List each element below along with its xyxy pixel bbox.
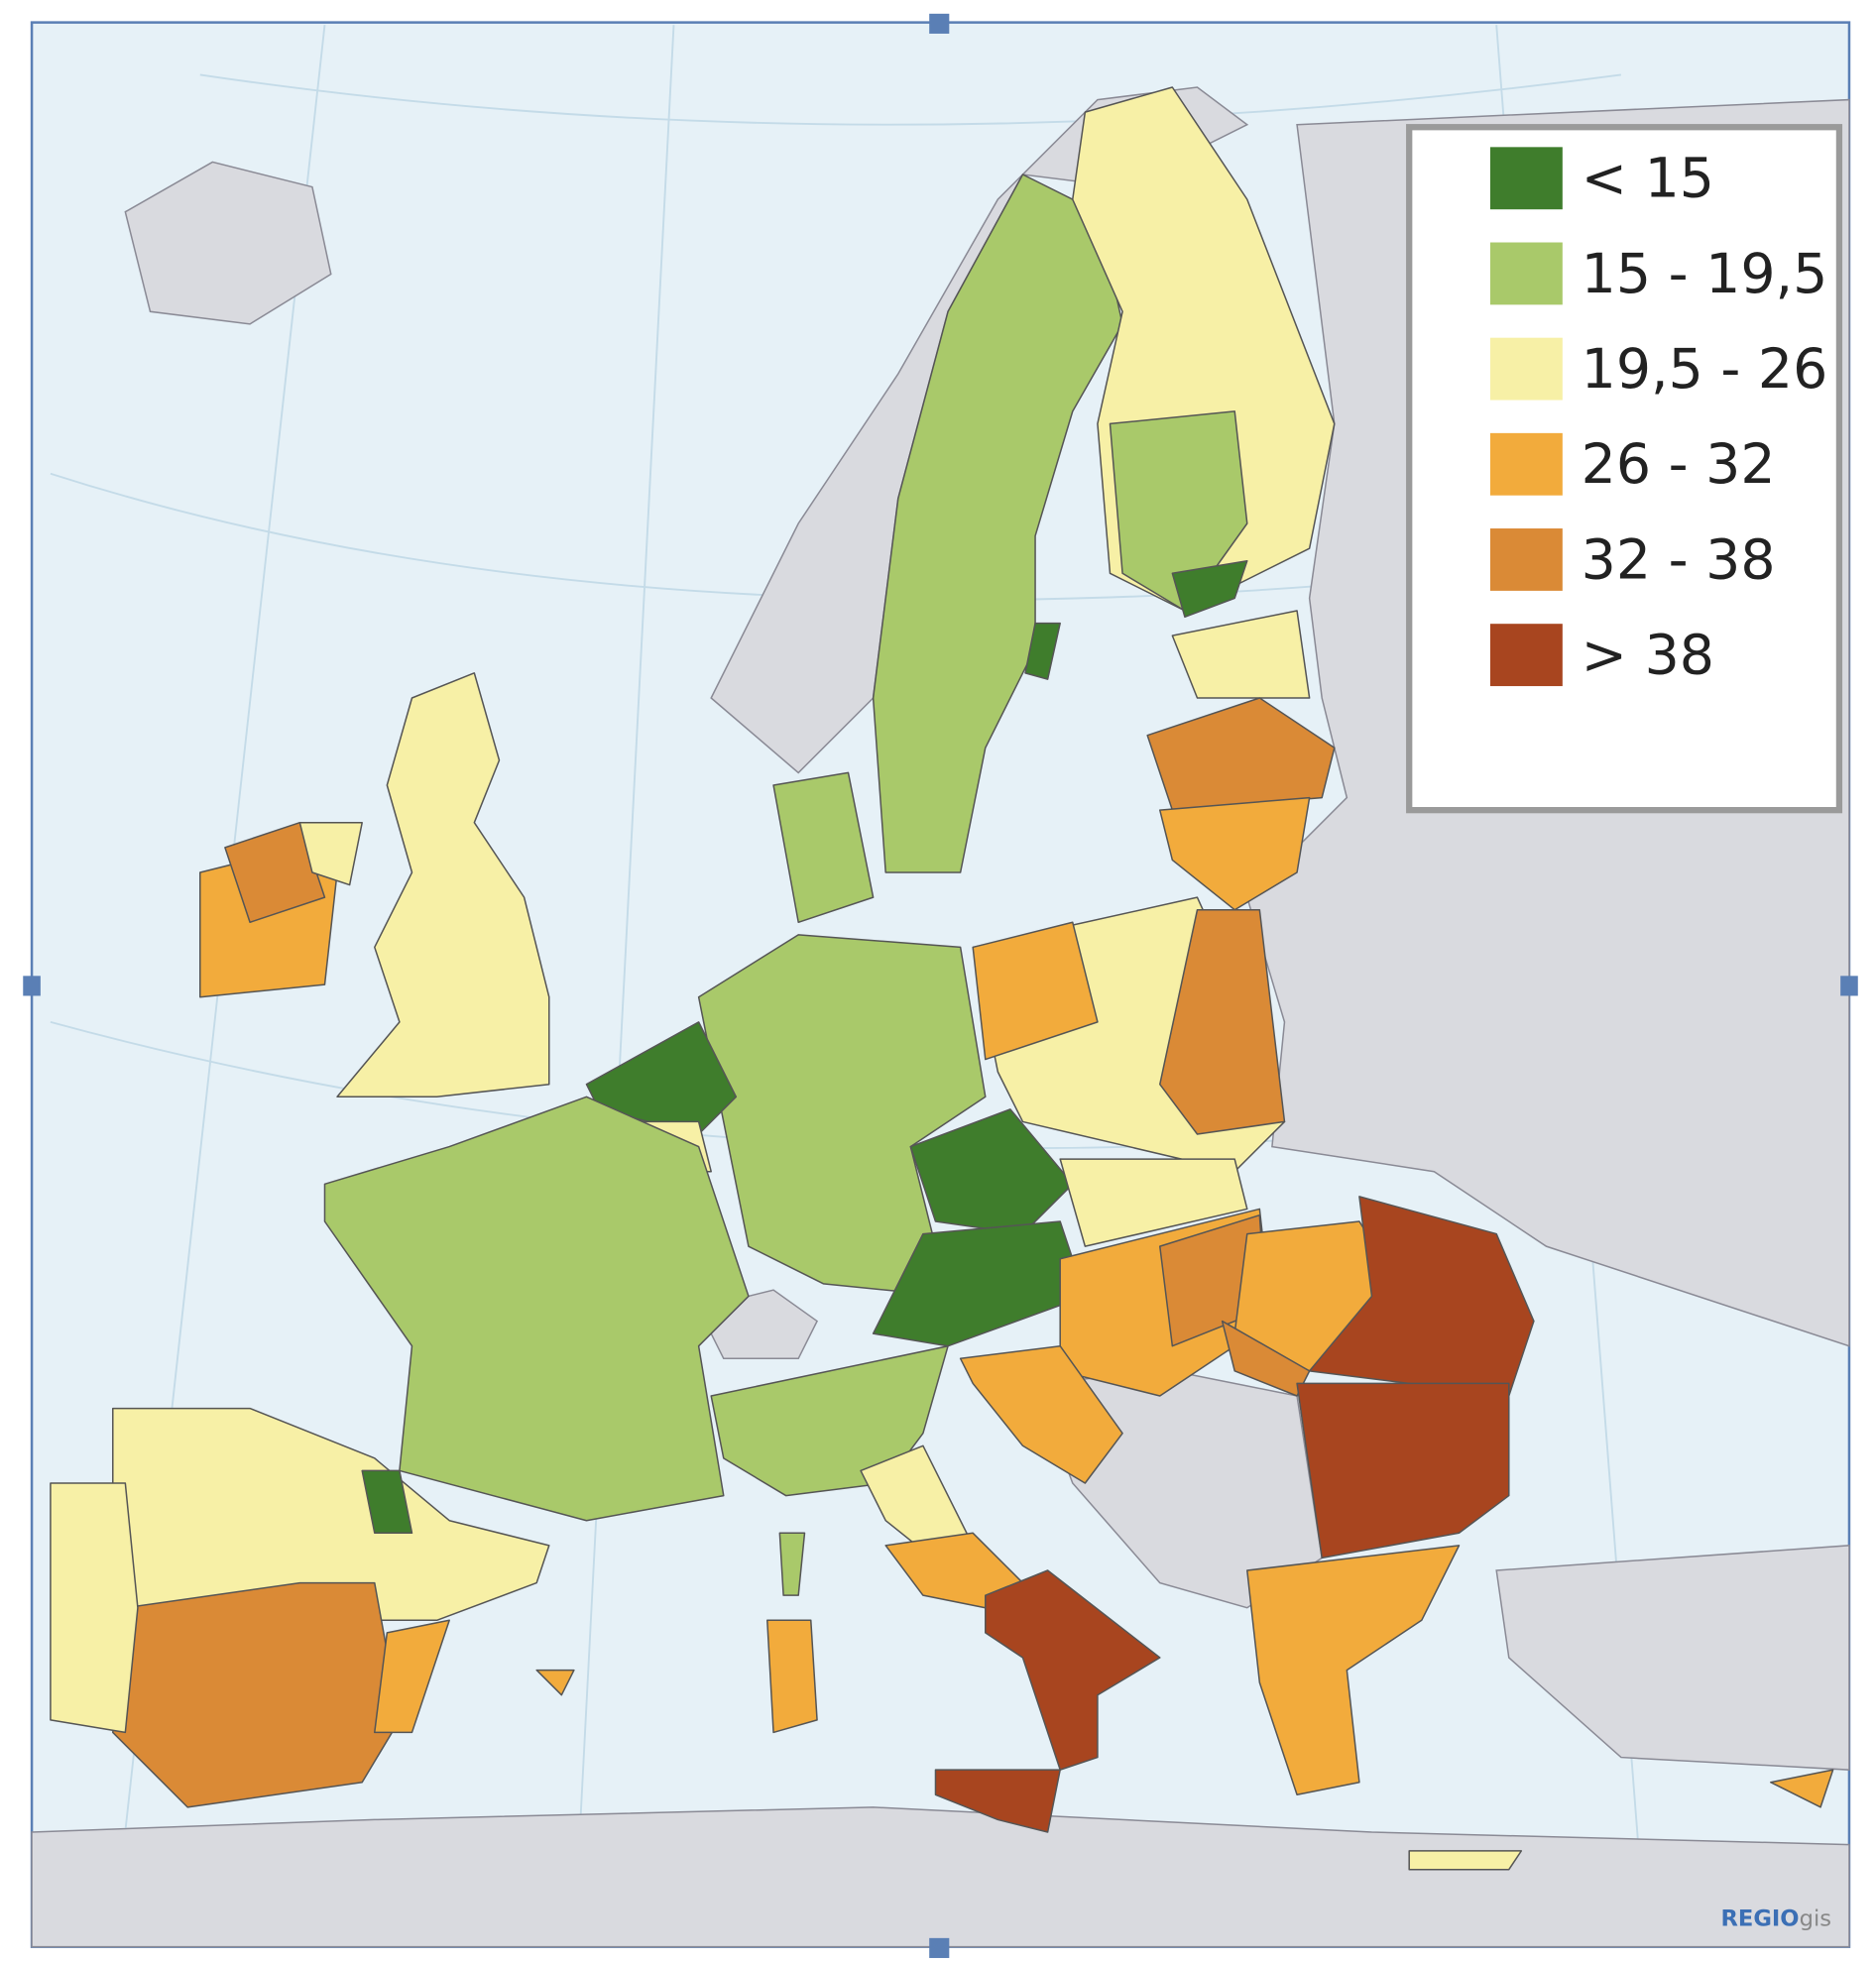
legend-swatch	[1489, 242, 1563, 305]
region	[1171, 610, 1311, 699]
region	[1159, 908, 1286, 1135]
region	[1408, 1850, 1523, 1871]
selection-handles	[23, 13, 1858, 1958]
legend-label: 26 - 32	[1582, 433, 1776, 497]
iceland	[124, 161, 332, 325]
legend-label: 32 - 38	[1582, 528, 1776, 592]
legend-label: > 38	[1582, 624, 1714, 687]
region	[1171, 559, 1248, 619]
region	[1246, 1545, 1461, 1796]
region	[224, 821, 326, 924]
region	[298, 821, 363, 886]
legend: < 15 15 - 19,5 19,5 - 26 26 - 32 32 - 38 > 38	[1406, 124, 1843, 814]
region	[959, 1344, 1123, 1484]
region	[934, 1769, 1061, 1833]
region	[1024, 622, 1061, 680]
handle	[23, 976, 41, 996]
graticule-line	[199, 73, 1622, 126]
region	[1770, 1769, 1834, 1808]
region	[772, 771, 875, 924]
region	[374, 1619, 450, 1734]
handle	[929, 1937, 950, 1958]
legend-swatch	[1489, 624, 1563, 687]
legend-box	[1406, 124, 1843, 814]
regions	[50, 86, 1834, 1871]
region	[985, 1569, 1161, 1771]
region	[778, 1532, 806, 1596]
region	[1159, 796, 1311, 911]
region	[1059, 1158, 1248, 1247]
region	[909, 1108, 1074, 1235]
region	[361, 1469, 413, 1535]
handle	[929, 13, 950, 34]
region	[872, 1220, 1087, 1347]
legend-label: 19,5 - 26	[1582, 338, 1828, 402]
region	[1221, 1320, 1311, 1397]
graticule-line	[572, 25, 675, 1945]
north-africa	[31, 1806, 1850, 1948]
legend-swatch	[1489, 432, 1563, 496]
region	[535, 1669, 575, 1696]
region	[697, 934, 987, 1298]
legend-swatch	[1489, 147, 1563, 210]
credit-suffix: gis	[1800, 1905, 1831, 1931]
region	[336, 672, 550, 1098]
legend-swatch	[1489, 337, 1563, 401]
handle	[1840, 976, 1858, 996]
region	[50, 1482, 139, 1734]
region	[112, 1581, 401, 1808]
region	[323, 1096, 750, 1522]
credit-brand: REGIO	[1720, 1905, 1799, 1931]
legend-label: 15 - 19,5	[1582, 243, 1828, 306]
legend-label: < 15	[1582, 148, 1714, 211]
legend-items: < 15 15 - 19,5 19,5 - 26 26 - 32 32 - 38 > 38	[1489, 147, 1828, 687]
region	[766, 1619, 818, 1734]
turkey	[1495, 1545, 1850, 1771]
region	[972, 921, 1099, 1061]
region	[1146, 697, 1336, 811]
region	[1296, 1382, 1510, 1559]
legend-swatch	[1489, 528, 1563, 591]
